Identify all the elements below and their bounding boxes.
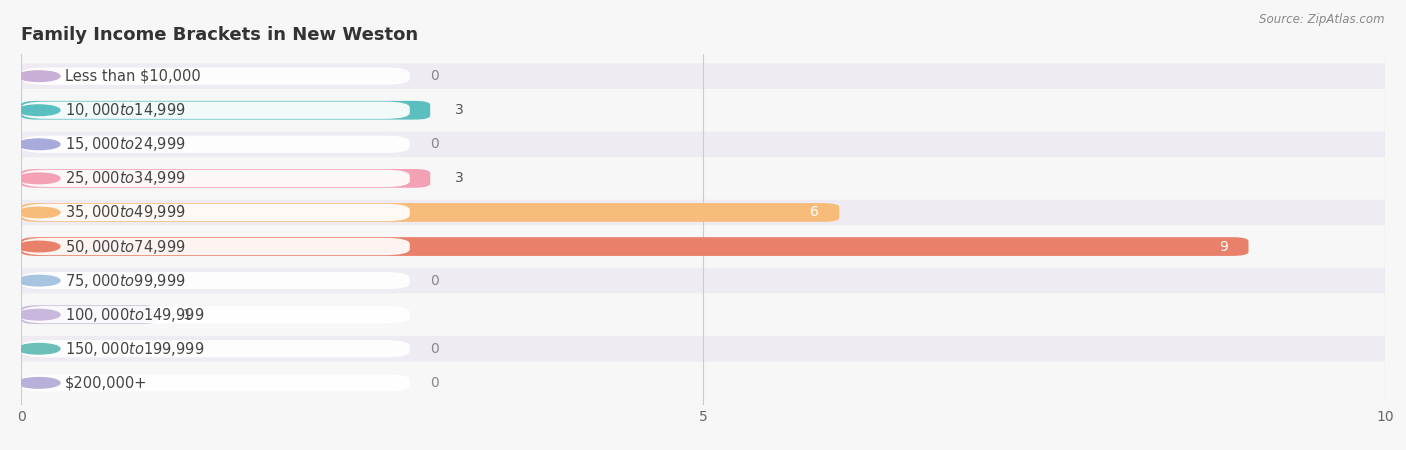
FancyBboxPatch shape [21,166,1385,191]
Circle shape [18,139,60,149]
Text: $25,000 to $34,999: $25,000 to $34,999 [65,169,186,187]
FancyBboxPatch shape [21,336,1385,361]
Circle shape [18,378,60,388]
Text: $75,000 to $99,999: $75,000 to $99,999 [65,272,186,290]
Text: Less than $10,000: Less than $10,000 [65,69,201,84]
Text: 0: 0 [430,376,439,390]
FancyBboxPatch shape [21,98,1385,123]
Text: $10,000 to $14,999: $10,000 to $14,999 [65,101,186,119]
FancyBboxPatch shape [21,340,409,357]
Text: 0: 0 [430,342,439,356]
Text: 9: 9 [1219,239,1227,253]
FancyBboxPatch shape [21,102,409,119]
FancyBboxPatch shape [21,136,409,153]
Circle shape [18,310,60,320]
Circle shape [18,275,60,286]
FancyBboxPatch shape [21,68,409,85]
FancyBboxPatch shape [21,170,409,187]
FancyBboxPatch shape [21,374,409,392]
FancyBboxPatch shape [21,237,1249,256]
Circle shape [18,343,60,354]
FancyBboxPatch shape [21,234,1385,259]
Circle shape [18,207,60,218]
FancyBboxPatch shape [21,203,839,222]
Text: 3: 3 [454,103,464,117]
Text: $35,000 to $49,999: $35,000 to $49,999 [65,203,186,221]
FancyBboxPatch shape [21,131,1385,157]
Text: 3: 3 [454,171,464,185]
FancyBboxPatch shape [21,63,1385,89]
FancyBboxPatch shape [21,238,409,255]
Circle shape [18,105,60,116]
FancyBboxPatch shape [21,370,1385,396]
Circle shape [18,241,60,252]
Text: 6: 6 [810,206,818,220]
FancyBboxPatch shape [21,272,409,289]
Text: $15,000 to $24,999: $15,000 to $24,999 [65,135,186,153]
Text: Family Income Brackets in New Weston: Family Income Brackets in New Weston [21,26,418,44]
FancyBboxPatch shape [21,306,409,323]
Text: 0: 0 [430,137,439,151]
FancyBboxPatch shape [21,302,1385,328]
Text: Source: ZipAtlas.com: Source: ZipAtlas.com [1260,14,1385,27]
FancyBboxPatch shape [21,101,430,120]
FancyBboxPatch shape [21,204,409,221]
Circle shape [18,173,60,184]
FancyBboxPatch shape [21,200,1385,225]
Text: 0: 0 [430,69,439,83]
Text: 0: 0 [430,274,439,288]
Text: $200,000+: $200,000+ [65,375,148,390]
Text: $50,000 to $74,999: $50,000 to $74,999 [65,238,186,256]
Text: $100,000 to $149,999: $100,000 to $149,999 [65,306,204,324]
Text: $150,000 to $199,999: $150,000 to $199,999 [65,340,204,358]
Text: 1: 1 [181,308,191,322]
Circle shape [18,71,60,81]
FancyBboxPatch shape [21,268,1385,293]
FancyBboxPatch shape [21,305,157,324]
FancyBboxPatch shape [21,169,430,188]
